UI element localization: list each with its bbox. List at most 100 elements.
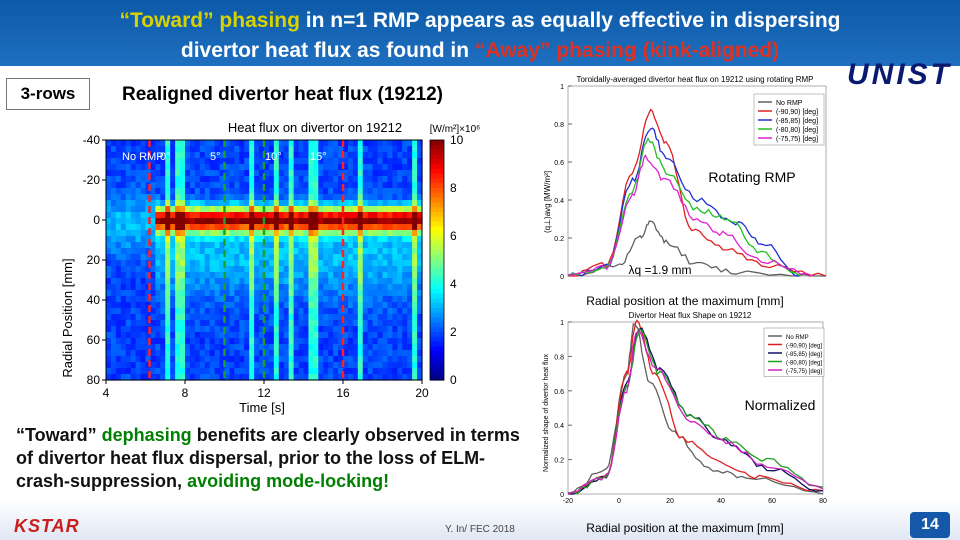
heatmap-cell [367,230,374,237]
heatmap-cell [352,374,359,381]
heatmap-cell [106,308,112,315]
legend-entry: (-80,80) [deg] [786,361,822,367]
heatmap-cell [347,176,354,183]
heatmap-cell [382,140,389,147]
heatmap-cell [264,302,270,309]
heatmap-chart: Heat flux on divertor on 19212 [W/m²]×10… [60,120,480,415]
heatmap-cell [189,338,196,345]
heatmap-cell [194,254,201,261]
heatmap-cell [313,140,319,147]
heatmap-cell [254,242,260,249]
heatmap-cell [160,206,166,213]
heatmap-cell [130,140,137,147]
heatmap-cell [244,320,250,327]
heatmap-cell [308,350,314,357]
heatmap-cell [397,194,403,201]
heatmap-cell [397,356,403,363]
heatmap-cell [333,302,339,309]
heatmap-cell [264,164,270,171]
heatmap-cell [229,296,235,303]
heatmap-cell [175,296,181,303]
heatmap-cell [150,326,156,333]
heatmap-cell [387,326,393,333]
heatmap-cell [333,362,339,369]
heatmap-cell [412,236,418,243]
heatmap-cell [283,218,290,225]
heatmap-cell [239,278,245,285]
heatmap-cell [377,152,384,159]
heatmap-cell [244,284,250,291]
heatmap-cell [125,224,132,231]
heatmap-cell [382,320,389,327]
heatmap-cell [288,362,295,369]
heatmap-cell [249,290,255,297]
heatmap-cell [150,152,156,159]
heatmap-cell [402,278,408,285]
heatmap-cell [135,362,142,369]
heatmap-cell [372,368,379,375]
heatmap-cell [249,338,255,345]
heatmap-cell [377,278,384,285]
heatmap-cell [106,188,112,195]
heatmap-cell [303,236,310,243]
heatmap-cell [352,176,359,183]
heatmap-cell [333,296,339,303]
heatmap-cell [387,188,393,195]
colorbar-segment [430,164,444,170]
heatmap-cell [204,212,211,219]
heatmap-cell [209,242,216,249]
heatmap-cell [234,356,240,363]
heatmap-cell [249,212,255,219]
heatmap-cell [308,266,314,273]
heatmap-cell [150,350,156,357]
heatmap-cell [397,302,403,309]
heatmap-cell [214,236,221,243]
heatmap-cell [194,200,201,207]
heatmap-cell [268,278,275,285]
norm-chart-title: Divertor Heat flux Shape on 19212 [629,311,752,320]
colorbar-tick-label: 0 [450,373,457,387]
heatmap-cell [254,164,260,171]
heatmap-cell [170,254,176,261]
heatmap-cell [106,248,112,255]
heatmap-cell [343,206,349,213]
heatmap-cell [115,242,122,249]
heatmap-cell [204,296,211,303]
heatmap-cell [249,278,255,285]
heatmap-cell [135,266,142,273]
heatmap-cell [318,368,324,375]
heatmap-cell [323,212,329,219]
heatmap-cell [165,200,171,207]
heatmap-cell [170,314,176,321]
heatmap-cell [318,320,324,327]
heatmap-cell [372,206,379,213]
heatmap-cell [283,152,290,159]
heatmap-cell [239,326,245,333]
heatmap-cell [209,140,216,147]
heatmap-cell [185,248,191,255]
heatmap-cell [204,248,211,255]
heatmap-cell [303,140,310,147]
heatmap-cell [229,230,235,237]
heatmap-cell [125,260,132,267]
heatmap-cell [165,146,171,153]
heatmap-cell [372,140,379,147]
heatmap-cell [362,224,369,231]
heatmap-cell [268,320,275,327]
heatmap-cell [268,242,275,249]
heatmap-cell [160,362,166,369]
heatmap-cell [219,350,226,357]
heatmap-cell [239,194,245,201]
legend-entry: (-75,75) [deg] [776,136,818,143]
colorbar-segment [430,178,444,184]
heatmap-cell [110,290,117,297]
heatmap-cell [372,152,379,159]
heatmap-cell [328,200,334,207]
heatmap-cell [412,248,418,255]
heatmap-cell [199,368,206,375]
heatmap-cell [293,290,300,297]
heatmap-cell [273,314,280,321]
heatmap-cell [120,320,127,327]
heatmap-cell [338,368,344,375]
heatmap-cell [318,206,324,213]
